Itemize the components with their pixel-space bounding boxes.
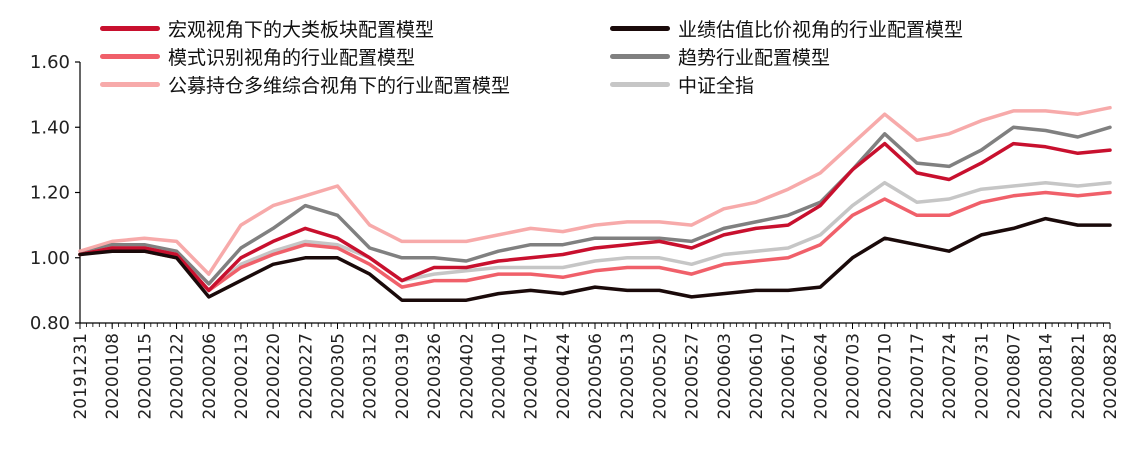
x-tick-label: 20200410 — [489, 333, 509, 420]
x-tick-label: 20200115 — [135, 333, 155, 420]
x-tick-label: 20200520 — [650, 333, 670, 420]
y-tick-label: 1.60 — [30, 52, 70, 73]
legend-item: 中证全指 — [610, 74, 754, 97]
legend-label: 业绩估值比价视角的行业配置模型 — [678, 18, 964, 41]
legend-swatch — [100, 25, 160, 31]
x-tick-label: 20200724 — [940, 333, 960, 420]
x-tick-label: 20200506 — [586, 333, 606, 420]
x-tick-label: 20200603 — [715, 333, 735, 420]
x-tick-label: 20200305 — [329, 333, 349, 420]
x-tick-label: 20200731 — [972, 333, 992, 420]
legend-label: 宏观视角下的大类板块配置模型 — [168, 18, 435, 41]
x-tick-label: 20200227 — [296, 333, 316, 420]
series-line-5 — [78, 180, 1112, 293]
x-tick-label: 20200513 — [618, 333, 638, 420]
series-line-0 — [78, 141, 1112, 293]
legend-label: 中证全指 — [678, 74, 755, 97]
legend-swatch — [100, 53, 160, 59]
y-tick-label: 0.80 — [30, 313, 70, 334]
x-tick-label: 20200326 — [425, 333, 445, 420]
x-tick-label: 20200220 — [264, 333, 284, 420]
x-tick-label: 20200610 — [747, 333, 767, 420]
legend-swatch — [610, 25, 670, 31]
y-tick-label: 1.40 — [30, 117, 70, 138]
x-tick-label: 20200206 — [200, 333, 220, 420]
x-tick-label: 20200821 — [1069, 333, 1089, 420]
legend-item: 趋势行业配置模型 — [610, 46, 830, 69]
y-tick-label: 1.00 — [30, 248, 70, 269]
legend-item: 宏观视角下的大类板块配置模型 — [100, 18, 434, 41]
x-tick-label: 20200312 — [361, 333, 381, 420]
series-line-1 — [78, 216, 1112, 302]
x-tick-label: 20200122 — [168, 333, 188, 420]
x-tick-label: 20200624 — [811, 333, 831, 420]
x-tick-label: 20200703 — [844, 333, 864, 420]
legend-swatch — [610, 53, 670, 59]
x-tick-label: 20200807 — [1004, 333, 1024, 420]
x-tick-label: 20200527 — [683, 333, 703, 420]
x-tick-label: 20200108 — [103, 333, 123, 420]
x-tick-label: 20200319 — [393, 333, 413, 420]
x-tick-label: 20200710 — [876, 333, 896, 420]
x-tick-label: 20200213 — [232, 333, 252, 420]
x-tick-label: 20200424 — [554, 333, 574, 420]
series-line-3 — [78, 125, 1112, 286]
legend-swatch — [100, 81, 160, 87]
x-tick-label: 20200828 — [1101, 333, 1121, 420]
x-tick-label: 20200402 — [457, 333, 477, 420]
legend-swatch — [610, 81, 670, 87]
legend-label: 模式识别视角的行业配置模型 — [168, 46, 416, 69]
legend-label: 公募持仓多维综合视角下的行业配置模型 — [168, 74, 511, 97]
x-tick-label: 20200717 — [908, 333, 928, 420]
y-tick-label: 1.20 — [30, 183, 70, 204]
chart-axes: 0.80 1.00 1.20 1.40 1.60 20191231 20200108 2020… — [30, 52, 1121, 420]
x-tick-label: 20191231 — [71, 333, 91, 420]
x-tick-label: 20200417 — [522, 333, 542, 420]
series-line-2 — [78, 190, 1112, 293]
chart-lines — [78, 105, 1112, 302]
legend-item: 业绩估值比价视角的行业配置模型 — [610, 18, 963, 41]
legend-item: 模式识别视角的行业配置模型 — [100, 46, 415, 69]
series-line-4 — [78, 105, 1112, 276]
legend-item: 公募持仓多维综合视角下的行业配置模型 — [100, 74, 510, 97]
x-tick-label: 20200617 — [779, 333, 799, 420]
legend-label: 趋势行业配置模型 — [678, 46, 831, 69]
x-tick-label: 20200814 — [1037, 333, 1057, 420]
